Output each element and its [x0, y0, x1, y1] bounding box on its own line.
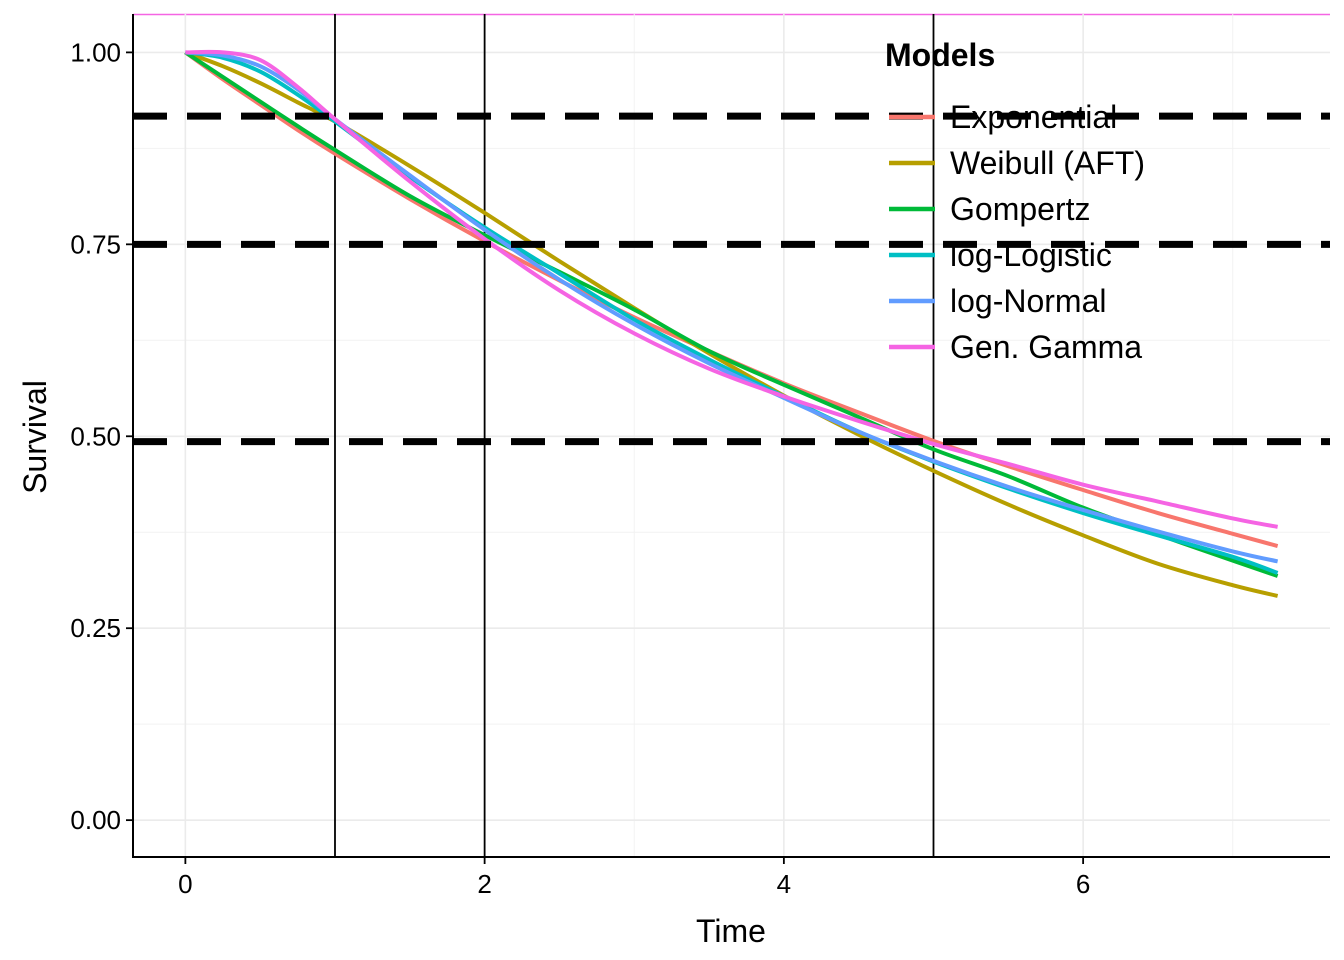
legend-label-log-normal: log-Normal: [950, 283, 1106, 319]
y-axis-title: Survival: [17, 380, 53, 494]
legend-label-gen-gamma: Gen. Gamma: [950, 329, 1142, 365]
y-tick-label: 1.00: [70, 37, 121, 67]
legend: Models Exponential Weibull (AFT) Gompertz l…: [885, 37, 1145, 365]
x-axis-title: Time: [696, 913, 766, 949]
series-line-gompertz: [184, 50, 1279, 578]
legend-label-weibull-aft: Weibull (AFT): [950, 145, 1145, 181]
axis-ticks: 0 2 4 6 0.00 0.25 0.50 0.75 1.00: [70, 37, 1090, 899]
series-lines: [184, 49, 1279, 598]
x-tick-label: 4: [777, 869, 791, 899]
y-tick-label: 0.25: [70, 613, 121, 643]
horizontal-dashed-reference-lines: [133, 112, 1330, 446]
y-tick-label: 0.50: [70, 421, 121, 451]
legend-items: Exponential Weibull (AFT) Gompertz log-Logi…: [889, 99, 1145, 365]
x-tick-label: 2: [477, 869, 491, 899]
x-tick-label: 6: [1076, 869, 1090, 899]
legend-label-exponential: Exponential: [950, 99, 1117, 135]
legend-label-log-logistic: log-Logistic: [950, 237, 1112, 273]
y-tick-label: 0.00: [70, 805, 121, 835]
legend-label-gompertz: Gompertz: [950, 191, 1090, 227]
series-line-gen-gamma: [185, 49, 1278, 529]
legend-title: Models: [885, 37, 995, 73]
series-line-exponential: [184, 50, 1279, 548]
x-tick-label: 0: [178, 869, 192, 899]
y-tick-label: 0.75: [70, 229, 121, 259]
series-line-log-logistic: [185, 50, 1279, 575]
